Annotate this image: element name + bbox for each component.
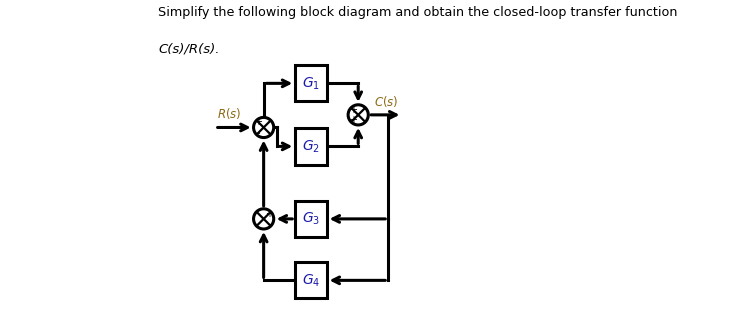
Bar (295, 128, 326, 164)
Bar (295, 201, 326, 237)
Text: $G_2$: $G_2$ (302, 138, 320, 155)
Text: $G_4$: $G_4$ (301, 272, 320, 288)
Text: $G_3$: $G_3$ (302, 211, 320, 227)
Circle shape (254, 117, 273, 138)
Circle shape (348, 105, 368, 125)
Text: $R(s)$: $R(s)$ (217, 106, 241, 121)
Text: +: + (265, 209, 273, 219)
Text: C(s)/R(s).: C(s)/R(s). (158, 42, 220, 55)
Text: -: - (268, 219, 271, 230)
Text: $G_1$: $G_1$ (302, 75, 320, 92)
Text: -: - (256, 128, 260, 138)
Text: $C(s)$: $C(s)$ (374, 93, 399, 108)
Text: +: + (349, 105, 357, 115)
Text: Simplify the following block diagram and obtain the closed-loop transfer functio: Simplify the following block diagram and… (158, 6, 677, 19)
Circle shape (254, 209, 273, 229)
Text: +: + (254, 117, 262, 128)
Bar (295, 262, 326, 299)
Text: +: + (349, 115, 357, 125)
Bar (295, 65, 326, 101)
